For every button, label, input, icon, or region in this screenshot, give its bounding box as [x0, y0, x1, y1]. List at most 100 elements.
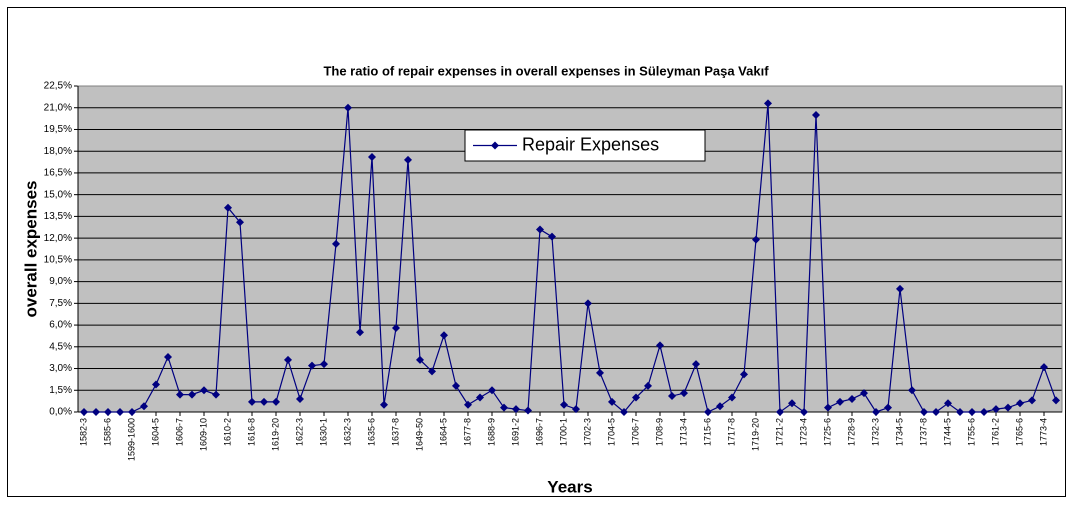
x-tick-label: 1734-5	[894, 418, 904, 446]
y-tick-label: 3,0%	[49, 363, 72, 374]
x-tick-label: 1732-3	[870, 418, 880, 446]
x-tick-label: 1609-10	[198, 418, 208, 451]
y-tick-label: 15,0%	[44, 189, 72, 200]
x-tick-label: 1619-20	[270, 418, 280, 451]
y-tick-label: 4,5%	[49, 341, 72, 352]
series-line	[84, 103, 1057, 414]
data-point	[464, 400, 472, 409]
x-tick-label: 1761-2	[990, 418, 1000, 446]
x-tick-label: 1713-4	[678, 418, 688, 446]
data-point	[632, 393, 640, 402]
data-point	[308, 361, 316, 370]
data-point	[992, 405, 1000, 414]
data-point	[416, 355, 424, 364]
data-point	[968, 408, 976, 416]
data-point	[200, 386, 208, 395]
data-point	[560, 400, 568, 409]
x-tick-label: 1755-6	[966, 418, 976, 446]
x-tick-label: 1637-8	[390, 418, 400, 446]
x-tick-label: 1744-5	[942, 418, 952, 446]
y-tick-label: 9,0%	[49, 276, 72, 287]
y-tick-label: 13,5%	[44, 211, 72, 222]
data-point	[680, 389, 688, 398]
data-point	[1040, 363, 1048, 372]
data-point	[788, 399, 796, 408]
x-tick-label: 1606-7	[174, 418, 184, 446]
legend: Repair Expenses	[464, 129, 706, 162]
data-point	[80, 408, 88, 416]
data-point	[932, 408, 940, 416]
x-tick-label: 1582-3	[78, 418, 88, 446]
data-point	[668, 392, 676, 401]
x-tick-label: 1677-8	[462, 418, 472, 446]
data-point	[1052, 396, 1060, 405]
x-tick-label: 1622-3	[294, 418, 304, 446]
y-tick-label: 22,5%	[44, 81, 72, 92]
y-tick-label: 16,5%	[44, 168, 72, 179]
data-point	[404, 155, 412, 164]
data-point	[536, 225, 544, 234]
x-tick-label: 1630-1	[318, 418, 328, 446]
data-point	[296, 394, 304, 403]
data-point	[812, 110, 820, 119]
data-point	[392, 323, 400, 332]
data-point	[212, 390, 220, 399]
x-tick-label: 1649-50	[414, 418, 424, 451]
legend-marker	[491, 141, 499, 150]
data-point	[872, 408, 880, 416]
x-tick-label: 1604-5	[150, 418, 160, 446]
data-point	[260, 397, 268, 406]
x-tick-label: 1616-8	[246, 418, 256, 446]
x-tick-label: 1719-20	[750, 418, 760, 451]
data-point	[500, 403, 508, 412]
data-point	[620, 408, 628, 416]
data-point	[344, 103, 352, 112]
x-tick-label: 1585-6	[102, 418, 112, 446]
data-point	[128, 408, 136, 416]
data-point	[896, 284, 904, 293]
data-point	[116, 408, 124, 416]
data-point	[272, 397, 280, 406]
x-tick-label: 1700-1	[558, 418, 568, 446]
data-point	[956, 408, 964, 416]
data-point	[224, 203, 232, 212]
data-point	[836, 397, 844, 406]
data-point	[656, 341, 664, 350]
data-point	[152, 380, 160, 389]
data-point	[584, 299, 592, 308]
x-tick-label: 1702-3	[582, 418, 592, 446]
x-tick-label: 1635-6	[366, 418, 376, 446]
y-tick-label: 6,0%	[49, 320, 72, 331]
x-tick-label: 1708-9	[654, 418, 664, 446]
x-tick-label: 1773-4	[1038, 418, 1048, 446]
data-point	[764, 99, 772, 108]
data-point	[368, 152, 376, 161]
y-tick-label: 12,0%	[44, 233, 72, 244]
y-tick-label: 7,5%	[49, 298, 72, 309]
data-point	[848, 394, 856, 403]
x-tick-label: 1696-7	[534, 418, 544, 446]
data-point	[524, 406, 532, 415]
x-tick-label: 1715-6	[702, 418, 712, 446]
data-point	[104, 408, 112, 416]
data-point	[728, 393, 736, 402]
x-tick-label: 1728-9	[846, 418, 856, 446]
data-point	[1028, 396, 1036, 405]
y-tick-label: 0,0%	[49, 407, 72, 418]
data-point	[1016, 399, 1024, 408]
chart-title: The ratio of repair expenses in overall …	[323, 63, 769, 78]
data-point	[248, 397, 256, 406]
data-point	[488, 386, 496, 395]
data-point	[752, 235, 760, 244]
x-tick-label: 1632-3	[342, 418, 352, 446]
y-tick-label: 18,0%	[44, 146, 72, 157]
data-point	[92, 408, 100, 416]
data-point	[908, 386, 916, 395]
data-point	[920, 408, 928, 416]
data-point	[1004, 403, 1012, 412]
data-point	[332, 239, 340, 248]
y-tick-label: 21,0%	[44, 102, 72, 113]
x-tick-label: 1725-6	[822, 418, 832, 446]
x-tick-label: 1737-8	[918, 418, 928, 446]
